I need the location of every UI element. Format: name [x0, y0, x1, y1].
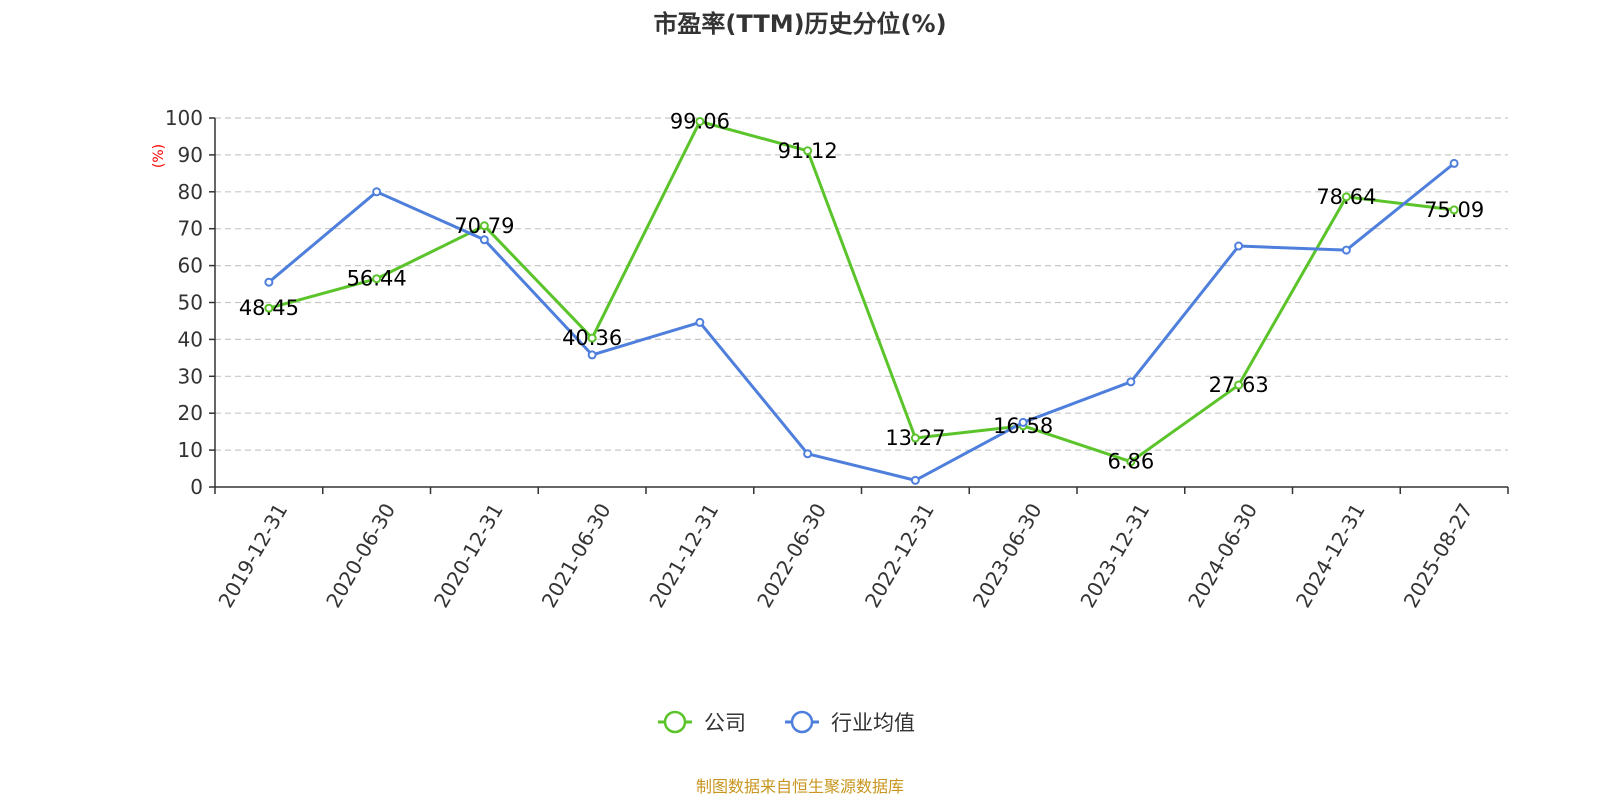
data-label: 78.64 [1316, 185, 1376, 209]
y-tick-label: 70 [178, 217, 203, 241]
data-point[interactable] [803, 146, 813, 156]
data-point[interactable] [264, 303, 274, 313]
legend[interactable]: 公司 行业均值 [658, 710, 915, 735]
y-tick-label: 90 [178, 143, 203, 167]
data-label: 40.36 [562, 326, 622, 350]
x-tick-label: 2020-12-31 [429, 499, 508, 612]
data-point[interactable] [264, 277, 274, 287]
data-label: 48.45 [239, 296, 299, 320]
x-tick-label: 2020-06-30 [321, 499, 400, 612]
x-tick-label: 2024-12-31 [1291, 499, 1370, 612]
y-tick-label: 50 [178, 291, 203, 315]
data-point[interactable] [587, 350, 597, 360]
y-tick-label: 60 [178, 254, 203, 278]
legend-marker [663, 710, 687, 734]
series-line [268, 119, 1455, 464]
data-point[interactable] [1018, 417, 1028, 427]
data-point[interactable] [803, 449, 813, 459]
data-point[interactable] [479, 235, 489, 245]
data-point[interactable] [1126, 457, 1136, 467]
y-tick-label: 10 [178, 438, 203, 462]
legend-label: 行业均值 [831, 711, 915, 735]
x-tick-label: 2021-06-30 [537, 499, 616, 612]
series-industry-average [264, 158, 1459, 485]
data-point[interactable] [1234, 380, 1244, 390]
data-label: 75.09 [1424, 198, 1484, 222]
y-axis-label: (%) [151, 144, 167, 168]
data-point[interactable] [372, 274, 382, 284]
y-tick-label: 100 [165, 106, 203, 130]
y-tick-label: 30 [178, 364, 203, 388]
series-company [264, 116, 1459, 467]
data-label: 13.27 [885, 426, 945, 450]
x-tick-label: 2023-06-30 [968, 499, 1047, 612]
legend-label: 公司 [704, 711, 746, 735]
legend-marker [790, 710, 814, 734]
data-point[interactable] [910, 475, 920, 485]
y-tick-label: 40 [178, 327, 203, 351]
grid-lines [215, 117, 1508, 451]
x-tick-label: 2019-12-31 [213, 499, 292, 612]
source-note: 制图数据来自恒生聚源数据库 [696, 777, 904, 796]
data-point[interactable] [910, 433, 920, 443]
x-tick-label: 2022-12-31 [860, 499, 939, 612]
data-point[interactable] [587, 333, 597, 343]
legend-item-company[interactable]: 公司 [658, 710, 746, 735]
x-tick-label: 2021-12-31 [644, 499, 723, 612]
data-point[interactable] [1341, 245, 1351, 255]
data-point[interactable] [479, 221, 489, 231]
data-label: 91.12 [778, 139, 838, 163]
x-tick-label: 2024-06-30 [1183, 499, 1262, 612]
data-label: 99.06 [670, 109, 730, 133]
axes: 0 10 20 30 40 50 60 70 80 90 100 2019-12-31 2020-06-… [165, 106, 1509, 612]
data-label: 56.44 [347, 267, 407, 291]
series-line [267, 162, 1456, 482]
chart-title: 市盈率(TTM)历史分位(%) [653, 10, 946, 38]
data-point[interactable] [695, 317, 705, 327]
data-point[interactable] [695, 116, 705, 126]
data-label: 6.86 [1107, 450, 1154, 474]
data-label: 70.79 [454, 214, 514, 238]
data-point[interactable] [1126, 377, 1136, 387]
data-label: 27.63 [1209, 373, 1269, 397]
data-label: 16.58 [993, 414, 1053, 438]
data-point[interactable] [1449, 158, 1459, 168]
series-lines [264, 116, 1459, 485]
x-tick-label: 2023-12-31 [1075, 499, 1154, 612]
y-tick-label: 80 [178, 180, 203, 204]
data-labels: 48.45 56.44 70.79 40.36 99.06 91.12 13.27 16.58… [239, 109, 1484, 473]
y-tick-label: 0 [190, 475, 203, 499]
x-tick-label: 2022-06-30 [752, 499, 831, 612]
x-tick-label: 2025-08-27 [1399, 499, 1478, 612]
data-point[interactable] [1234, 241, 1244, 251]
y-tick-label: 20 [178, 401, 203, 425]
data-point[interactable] [1341, 192, 1351, 202]
data-point[interactable] [1449, 205, 1459, 215]
data-point[interactable] [372, 187, 382, 197]
legend-item-industry-average[interactable]: 行业均值 [785, 710, 915, 735]
